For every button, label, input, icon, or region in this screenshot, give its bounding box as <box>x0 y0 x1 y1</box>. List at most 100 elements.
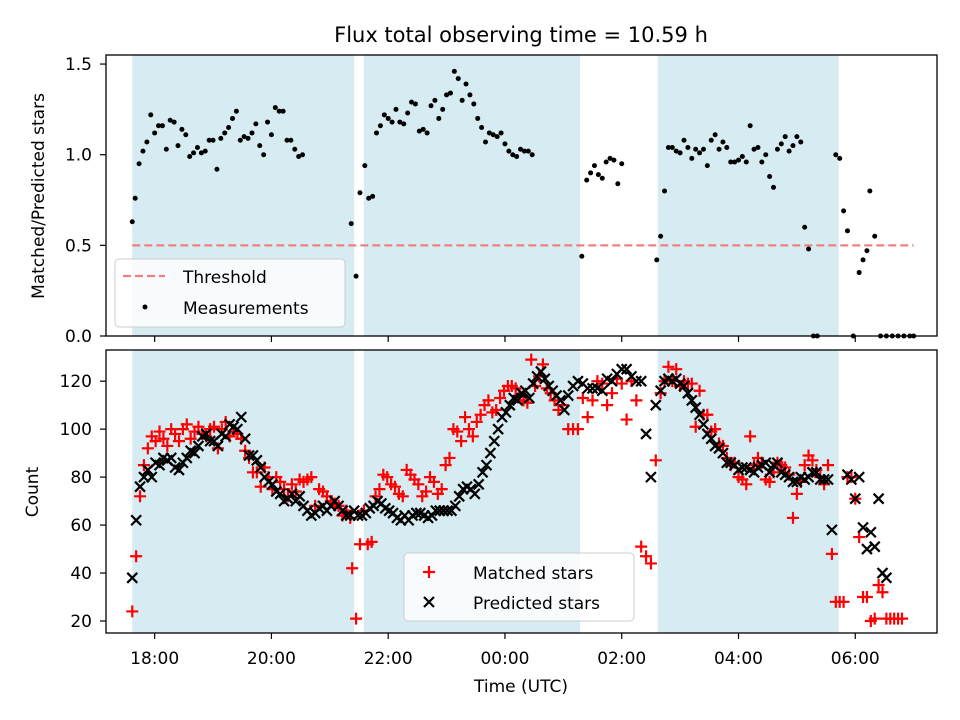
matched-star-point <box>172 435 185 448</box>
matched-star-point <box>615 377 628 390</box>
measurement-point <box>689 155 695 161</box>
predicted-star-point <box>562 389 574 402</box>
matched-star-point <box>490 403 503 416</box>
predicted-star-point <box>721 456 733 469</box>
measurement-point <box>420 126 426 132</box>
measurement-point <box>502 141 508 147</box>
measurement-point <box>806 246 812 252</box>
measurement-point <box>658 233 664 239</box>
predicted-star-point <box>771 456 784 469</box>
predicted-star-point <box>586 382 599 395</box>
measurement-point <box>405 110 411 116</box>
predicted-star-point <box>266 478 279 491</box>
measurement-point <box>389 119 395 125</box>
predicted-star-point <box>235 411 248 423</box>
matched-star-point <box>701 408 714 421</box>
measurement-point <box>284 137 290 143</box>
top-axes-frame <box>105 54 938 337</box>
measurement-point <box>132 195 138 201</box>
matched-star-point <box>662 360 675 373</box>
measurement-point <box>140 148 146 154</box>
bottom-legend: Matched stars Predicted stars <box>403 552 635 622</box>
measurement-point <box>300 152 306 158</box>
matched-star-point <box>822 459 835 472</box>
predicted-star-point <box>818 473 830 486</box>
top-plot: 0.0 0.5 1.0 1.5 Matched/Predicted stars Thr… <box>29 54 938 347</box>
measurement-point <box>156 123 162 129</box>
matched-star-point <box>373 483 386 496</box>
matched-star-point <box>208 420 221 433</box>
measurement-point <box>191 150 197 156</box>
measurement-point <box>265 119 271 125</box>
measurement-point <box>187 154 193 160</box>
measurement-point <box>782 134 788 140</box>
predicted-star-point <box>126 572 139 584</box>
measurement-point <box>385 115 391 121</box>
measurement-point <box>720 139 726 145</box>
measurement-point <box>704 163 710 169</box>
matched-star-point <box>586 394 599 407</box>
measurement-point <box>747 123 753 129</box>
measurement-point <box>175 143 181 149</box>
matched-star-point <box>396 490 409 503</box>
y-tick-label: 1.5 <box>65 55 92 75</box>
matched-legend-swatch <box>423 566 435 578</box>
measurement-point <box>490 132 496 138</box>
measurement-point <box>712 132 718 138</box>
predicted-star-point <box>251 454 263 467</box>
measurement-point <box>697 150 703 156</box>
matched-star-point <box>126 605 139 618</box>
predicted-star-point <box>654 384 667 397</box>
measurement-point <box>144 139 150 145</box>
matched-star-point <box>157 432 170 445</box>
measurement-point <box>802 224 808 230</box>
matched-star-point <box>161 439 174 452</box>
measurement-point <box>353 273 359 279</box>
predicted-star-point <box>130 514 142 527</box>
predicted-star-point <box>581 382 594 395</box>
measurement-point <box>693 146 699 152</box>
measurement-point <box>292 146 298 152</box>
top-y-axis-label: Matched/Predicted stars <box>29 93 49 299</box>
measurement-point <box>194 144 200 150</box>
measurement-point <box>280 108 286 114</box>
measurement-point <box>595 172 601 178</box>
measurement-point <box>428 103 434 109</box>
measurement-point <box>229 115 235 121</box>
matched-star-point <box>605 387 618 400</box>
matched-star-point <box>149 435 162 448</box>
matched-star-point <box>630 394 643 407</box>
predicted-star-point <box>500 406 512 419</box>
measurement-point <box>409 99 415 105</box>
matched-star-point <box>180 418 193 431</box>
predicted-star-point <box>558 404 571 416</box>
predicted-star-point <box>689 401 702 414</box>
measurement-point <box>432 97 438 103</box>
predicted-star-point <box>254 461 267 474</box>
matched-star-point <box>305 471 318 484</box>
predicted-star-point <box>274 488 286 500</box>
y-tick-label: 20 <box>70 612 92 632</box>
predicted-star-point <box>849 492 862 505</box>
measurement-point <box>677 150 683 156</box>
measurements-legend-swatch <box>142 304 148 310</box>
measurement-point <box>416 128 422 134</box>
x-tick-label: 04:00 <box>714 649 763 669</box>
predicted-star-point <box>717 447 729 459</box>
measurement-point <box>486 130 492 136</box>
measurement-point <box>412 101 418 107</box>
predicted-star-point <box>682 387 694 399</box>
observing-window <box>657 55 839 336</box>
matched-star-point <box>482 394 495 407</box>
measurement-point <box>272 105 278 111</box>
predicted-star-point <box>134 480 146 493</box>
measurement-points <box>129 68 917 339</box>
predicted-star-point <box>469 488 481 500</box>
measurement-point <box>860 257 866 263</box>
measurement-point <box>357 190 363 196</box>
bottom-plot: 20 40 60 80 100 120 18:00 20:00 22:00 00:00 02:00… <box>23 349 938 697</box>
matched-star-point <box>860 591 873 604</box>
predicted-star-point <box>204 435 216 447</box>
measurement-point <box>771 184 777 190</box>
measurement-point <box>370 193 376 199</box>
